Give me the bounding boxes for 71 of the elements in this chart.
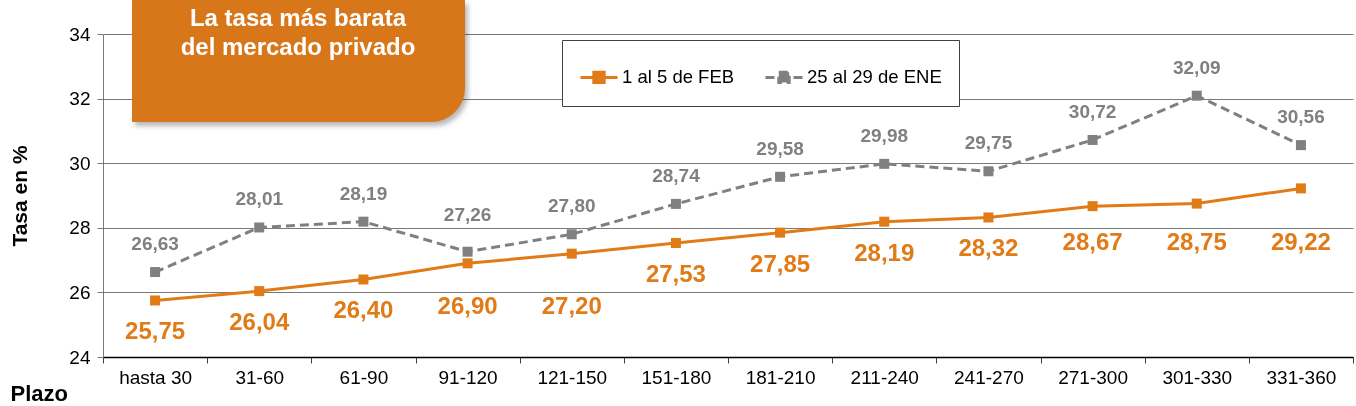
data-label: 30,56 bbox=[1277, 106, 1325, 128]
x-tick-label: 181-210 bbox=[745, 366, 816, 388]
data-label: 26,63 bbox=[131, 233, 179, 255]
data-label: 29,98 bbox=[860, 124, 909, 146]
x-tick-label: 241-270 bbox=[954, 366, 1024, 388]
point bbox=[879, 216, 890, 227]
point bbox=[358, 216, 369, 227]
data-label: 29,22 bbox=[1270, 227, 1331, 255]
chart-title: La tasa más barata del mercado privado bbox=[179, 3, 417, 61]
data-label: 30,72 bbox=[1068, 100, 1117, 122]
y-tick-label: 34 bbox=[69, 23, 91, 45]
data-label: 28,19 bbox=[854, 238, 915, 266]
point bbox=[150, 267, 161, 278]
x-tick-label: 301-330 bbox=[1162, 366, 1233, 388]
legend-label: 25 al 29 de ENE bbox=[807, 66, 942, 88]
point bbox=[775, 227, 786, 238]
point bbox=[254, 222, 265, 233]
point bbox=[1191, 198, 1202, 209]
data-label: 27,85 bbox=[750, 249, 811, 277]
point bbox=[1295, 183, 1306, 194]
point bbox=[358, 274, 369, 285]
y-tick-label: 24 bbox=[69, 346, 91, 368]
y-axis-title: Tasa en % bbox=[7, 145, 31, 247]
data-label: 27,80 bbox=[547, 195, 596, 217]
point bbox=[1087, 201, 1098, 212]
x-tick-label: 331-360 bbox=[1266, 366, 1337, 388]
data-label: 26,40 bbox=[333, 296, 394, 324]
x-tick-label: 91-120 bbox=[438, 366, 498, 388]
point bbox=[462, 246, 473, 257]
point bbox=[462, 258, 473, 269]
data-label: 28,67 bbox=[1062, 227, 1123, 255]
point bbox=[254, 286, 265, 297]
data-label: 27,20 bbox=[541, 292, 602, 320]
data-label: 28,75 bbox=[1166, 227, 1227, 255]
point bbox=[983, 212, 994, 223]
x-tick-label: hasta 30 bbox=[119, 366, 193, 388]
point bbox=[1087, 134, 1098, 145]
point bbox=[879, 158, 890, 169]
y-tick-label: 26 bbox=[69, 281, 91, 303]
x-tick-label: 151-180 bbox=[641, 366, 712, 388]
y-tick-label: 32 bbox=[69, 88, 91, 110]
data-label: 29,58 bbox=[756, 137, 804, 159]
data-label: 26,90 bbox=[437, 292, 498, 320]
legend-label: 1 al 5 de FEB bbox=[622, 66, 735, 88]
x-axis-title: Plazo bbox=[10, 380, 68, 406]
data-label: 32,09 bbox=[1172, 56, 1221, 78]
data-label: 26,04 bbox=[229, 308, 290, 336]
point bbox=[983, 166, 994, 177]
point bbox=[775, 171, 786, 182]
data-label: 28,01 bbox=[235, 188, 284, 210]
x-tick-label: 121-150 bbox=[537, 366, 608, 388]
x-tick-label: 61-90 bbox=[339, 366, 389, 388]
data-label: 27,53 bbox=[645, 259, 706, 287]
data-label: 28,74 bbox=[652, 164, 701, 186]
x-tick-label: 271-300 bbox=[1058, 366, 1128, 388]
point bbox=[670, 198, 681, 209]
data-label: 28,32 bbox=[958, 234, 1019, 262]
point bbox=[1295, 140, 1306, 151]
data-label: 28,19 bbox=[339, 182, 388, 204]
data-label: 29,75 bbox=[964, 132, 1013, 154]
data-label: 25,75 bbox=[125, 317, 186, 345]
x-tick-label: 31-60 bbox=[235, 366, 285, 388]
point bbox=[150, 295, 161, 306]
x-tick-label: 211-240 bbox=[850, 366, 919, 388]
y-tick-label: 30 bbox=[69, 152, 91, 174]
data-label: 27,26 bbox=[443, 204, 492, 226]
y-tick-label: 28 bbox=[69, 217, 91, 239]
point bbox=[566, 248, 577, 259]
point bbox=[670, 237, 681, 248]
point bbox=[566, 229, 577, 240]
point bbox=[1191, 90, 1202, 101]
